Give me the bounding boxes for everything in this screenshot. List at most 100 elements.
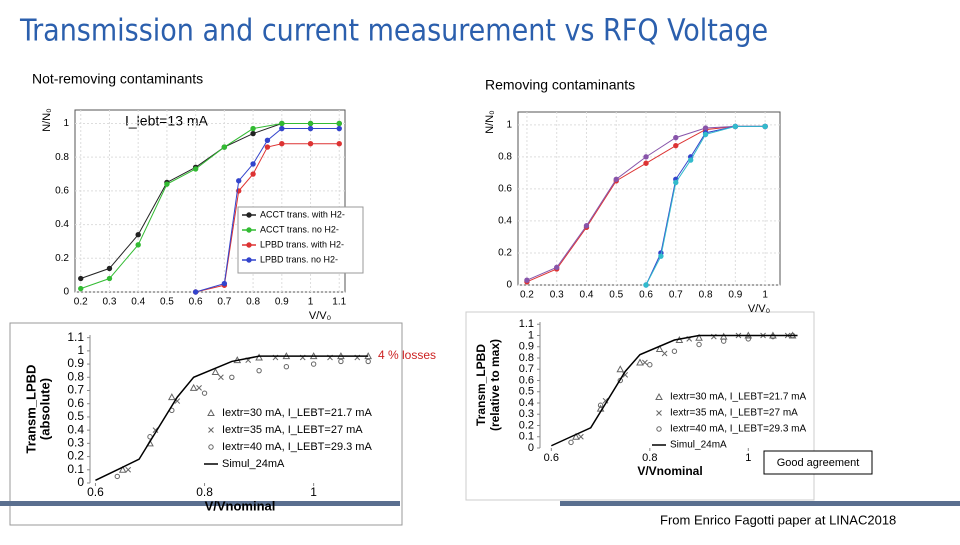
x-tick-label: 0.8 — [246, 297, 260, 308]
footer-bar — [0, 501, 400, 506]
data-point — [572, 432, 580, 440]
y-tick-label: 1 — [528, 329, 534, 341]
plot-frame — [74, 109, 346, 293]
data-point — [338, 358, 344, 365]
x-tick-label: 0.9 — [275, 297, 289, 308]
data-point — [770, 333, 776, 340]
annotation: I_lebt=13 mA — [125, 113, 209, 129]
data-point — [655, 392, 663, 400]
x-tick-label: 0.5 — [160, 297, 174, 308]
data-point — [106, 275, 113, 282]
data-point — [643, 154, 649, 160]
x-tick-label: 0.2 — [74, 297, 88, 308]
x-tick-label: 0.3 — [550, 290, 564, 301]
data-point — [554, 264, 560, 271]
panel-frame — [465, 311, 815, 501]
data-point — [602, 397, 609, 404]
data-point — [192, 289, 199, 295]
y-tick-label: 0.3 — [519, 408, 534, 420]
data-point — [702, 125, 709, 131]
data-point — [208, 427, 214, 433]
data-point — [250, 130, 256, 137]
data-point — [221, 280, 228, 287]
data-point — [118, 465, 127, 473]
x-tick-label: 0.7 — [669, 290, 683, 301]
data-point — [658, 253, 664, 259]
annotation-box — [763, 450, 873, 475]
data-point — [307, 120, 314, 127]
data-point — [201, 390, 208, 396]
chart: 00.10.20.30.40.50.60.70.80.911.10.6 0.8 1V… — [23, 330, 372, 514]
x-axis-label: V/Vnominal — [205, 498, 276, 513]
y-tick-label: 0.8 — [67, 369, 84, 383]
y-axis-label: (absolute) — [37, 378, 52, 440]
x-tick-label: 1 — [308, 297, 314, 308]
x-tick-label: 0.8 — [699, 290, 713, 301]
y-tick-label: 0.2 — [67, 449, 84, 463]
y-tick-label: 0.8 — [519, 352, 534, 364]
data-point — [246, 212, 252, 218]
data-point — [695, 333, 703, 341]
data-point — [264, 144, 271, 150]
x-tick-label: 1 — [762, 290, 768, 301]
data-point — [135, 242, 141, 248]
data-point — [208, 444, 214, 450]
legend-frame — [237, 206, 364, 274]
y-tick-label: 0.3 — [67, 436, 84, 450]
data-point — [673, 134, 679, 141]
legend-label: Iextr=40 mA, I_LEBT=29.3 mA — [222, 441, 372, 453]
x-tick-label: 0.6 — [544, 452, 559, 464]
data-point — [250, 161, 256, 167]
y-tick-label: 0.4 — [67, 422, 84, 436]
y-tick-label: 0.6 — [498, 184, 512, 195]
chart: Removing contaminants 0 0.2 0.4 0.6 0.8 1 0.2 0.… — [484, 77, 781, 315]
y-tick-label: 0.9 — [519, 341, 534, 353]
data-point — [246, 227, 252, 233]
x-tick-label: 0.4 — [131, 297, 145, 308]
y-tick-label: 0.9 — [67, 356, 84, 370]
x-tick-label: 0.6 — [189, 297, 203, 308]
data-point — [135, 232, 141, 238]
data-point — [78, 275, 84, 282]
data-line — [80, 122, 340, 290]
legend-label: Simul_24mA — [670, 440, 727, 451]
y-tick-label: 1 — [506, 119, 512, 130]
data-point — [78, 285, 84, 292]
y-tick-label: 0.2 — [498, 248, 512, 259]
x-tick-label: 0.8 — [642, 452, 657, 464]
x-tick-label: 0.4 — [580, 290, 594, 301]
x-tick-label: 0.7 — [217, 297, 231, 308]
data-point — [643, 282, 649, 288]
footer: From Enrico Fagotti paper at LINAC2018 — [660, 512, 896, 527]
y-axis-label: Transm_LPBD — [23, 365, 38, 454]
legend-label: LPBD trans. with H2- — [260, 239, 344, 249]
data-point — [310, 361, 317, 367]
data-point — [636, 358, 644, 366]
legend-label: Iextr=35 mA, I_LEBT=27 mA — [670, 408, 798, 419]
y-tick-label: 0 — [528, 442, 534, 454]
x-tick-label: 0.8 — [196, 485, 213, 499]
data-point — [125, 466, 132, 473]
data-point — [167, 393, 176, 401]
y-axis-label: (relative to max) — [488, 339, 502, 431]
data-point — [687, 157, 694, 163]
data-point — [307, 125, 314, 132]
annotation: Good agreement — [777, 457, 860, 469]
y-axis-label: N/N₀ — [41, 108, 53, 132]
slide-title: Transmission and current measurement vs … — [19, 14, 768, 49]
y-tick-label: 1 — [77, 343, 84, 357]
data-point — [279, 141, 285, 147]
data-line — [195, 128, 340, 293]
legend-label: Simul_24mA — [222, 458, 285, 470]
legend-label: Iextr=30 mA, I_LEBT=21.7 mA — [222, 407, 372, 419]
x-tick-label: 0.2 — [520, 290, 534, 301]
data-point — [255, 353, 263, 361]
data-point — [211, 367, 220, 375]
data-point — [578, 433, 584, 440]
x-tick-label: 1.1 — [332, 297, 346, 308]
data-point — [524, 277, 530, 283]
data-point — [696, 341, 702, 348]
chart: 00.10.20.30.40.50.60.70.80.911.10.6 0.8 1V… — [474, 318, 806, 478]
